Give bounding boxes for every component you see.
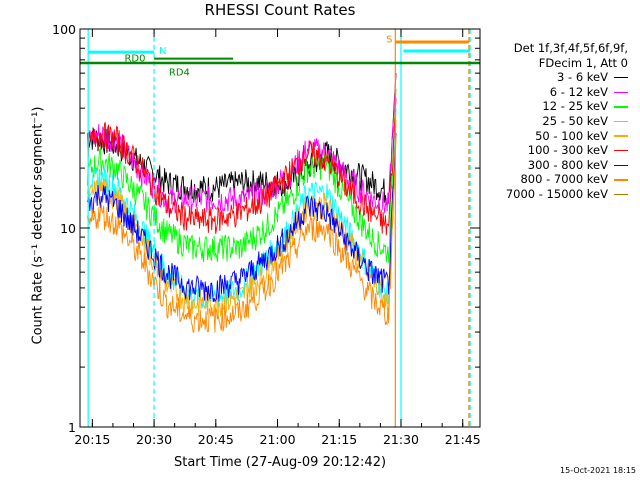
y-tick-label-2: 100 — [52, 22, 76, 37]
y-tick-label-0: 1 — [68, 420, 76, 435]
legend-swatch-0 — [614, 76, 628, 79]
legend-label-0: 3 - 6 keV — [557, 70, 608, 85]
x-axis-label: Start Time (27-Aug-09 20:12:42) — [173, 455, 387, 470]
x-tick-label-3: 21:00 — [260, 432, 296, 447]
legend-label-1: 6 - 12 keV — [549, 84, 608, 99]
legend-swatch-8 — [614, 193, 628, 196]
legend-swatch-1 — [614, 91, 628, 94]
x-tick-label-4: 21:15 — [321, 432, 357, 447]
legend-swatch-6 — [614, 164, 628, 166]
legend-items: 3 - 6 keV 6 - 12 keV 12 - 25 keV 25 - 50 ke… — [506, 70, 628, 201]
series-line-6 — [86, 133, 397, 303]
y-tick-label-1: 10 — [60, 221, 76, 236]
legend-header-line-1: Det 1f,3f,4f,5f,6f,9f, — [513, 41, 628, 55]
legend: Det 1f,3f,4f,5f,6f,9f, FDecim 1, Att 0 3… — [506, 41, 628, 202]
legend-entry-2: 12 - 25 keV — [506, 99, 628, 114]
legend-entry-5: 100 - 300 keV — [506, 143, 628, 158]
x-tick-label-6: 21:45 — [445, 432, 481, 447]
legend-entry-4: 50 - 100 keV — [506, 129, 628, 144]
x-tick-label-5: 21:30 — [383, 432, 419, 447]
series-lines — [86, 73, 397, 334]
y-axis-label: Count Rate (s⁻¹ detector segment⁻¹) — [30, 106, 46, 345]
legend-label-3: 25 - 50 keV — [542, 113, 608, 128]
legend-label-4: 50 - 100 keV — [535, 128, 608, 143]
annotation-rd0: RD0 — [124, 54, 145, 65]
footer-timestamp: 15-Oct-2021 18:15 — [560, 466, 636, 475]
x-tick-label-1: 20:30 — [136, 432, 172, 447]
x-tick-label-2: 20:45 — [198, 432, 234, 447]
legend-header-line-2: FDecim 1, Att 0 — [538, 55, 628, 70]
legend-swatch-5 — [614, 149, 628, 152]
legend-entry-8: 7000 - 15000 keV — [506, 187, 628, 202]
legend-swatch-4 — [614, 135, 628, 137]
legend-label-8: 7000 - 15000 keV — [505, 186, 608, 201]
legend-entry-6: 300 - 800 keV — [506, 158, 628, 173]
legend-entry-3: 25 - 50 keV — [506, 114, 628, 129]
legend-swatch-7 — [614, 179, 628, 181]
annotation-s: S — [386, 35, 392, 46]
legend-entry-0: 3 - 6 keV — [506, 70, 628, 85]
plot-frame — [79, 28, 481, 428]
legend-label-2: 12 - 25 keV — [542, 99, 608, 114]
series-line-7 — [86, 138, 397, 334]
legend-label-5: 100 - 300 keV — [527, 143, 608, 158]
annotation-n: N — [159, 46, 166, 57]
legend-label-6: 300 - 800 keV — [527, 157, 608, 172]
axes: 20:15 20:30 20:45 21:00 21:15 21:30 21:45 1 10 10… — [52, 22, 481, 447]
annotation-rd4: RD4 — [169, 67, 190, 78]
legend-entry-1: 6 - 12 keV — [506, 85, 628, 100]
series-line-3 — [86, 108, 397, 310]
legend-label-7: 800 - 7000 keV — [520, 172, 608, 187]
chart-title: RHESSI Count Rates — [204, 1, 356, 19]
series-line-5 — [86, 97, 397, 236]
x-tick-label-0: 20:15 — [74, 432, 110, 447]
legend-swatch-2 — [614, 106, 628, 108]
legend-swatch-3 — [614, 120, 628, 123]
legend-entry-7: 800 - 7000 keV — [506, 172, 628, 187]
